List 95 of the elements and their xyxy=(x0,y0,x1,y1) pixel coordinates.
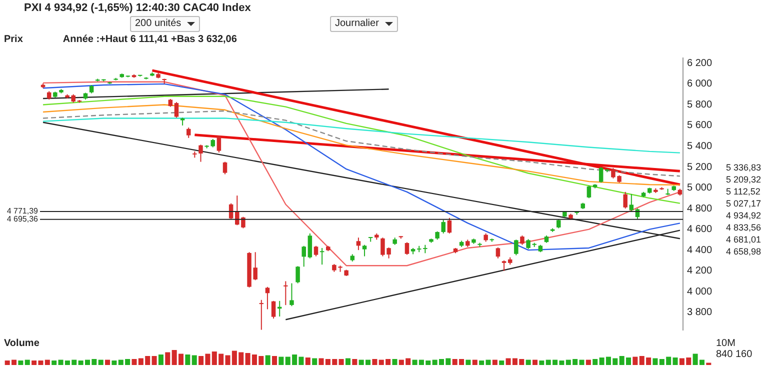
candlestick xyxy=(356,237,361,251)
candlestick xyxy=(441,219,446,234)
bar xyxy=(539,360,544,365)
bar xyxy=(112,360,117,365)
bar xyxy=(105,360,110,365)
bar xyxy=(466,360,471,365)
candlestick xyxy=(598,166,604,184)
y-tick-label: 5 800 xyxy=(686,99,712,110)
y-tick-label: 5 600 xyxy=(686,120,712,132)
bar xyxy=(652,358,658,365)
text: 840 160 xyxy=(716,349,752,360)
bar xyxy=(672,358,678,365)
y-tick-label: 5 200 xyxy=(686,162,712,173)
text: Prix xyxy=(4,34,23,45)
y-tick-label: 4 200 xyxy=(686,266,712,277)
candlestick xyxy=(198,144,203,162)
text: Année :+Haut 6 111,41 +Bas 3 632,06 xyxy=(62,34,237,45)
bar xyxy=(18,360,24,365)
bar xyxy=(526,360,531,365)
candlestick xyxy=(259,299,264,330)
bar xyxy=(24,360,30,365)
candlestick xyxy=(502,260,506,272)
y-tick-label: 5 400 xyxy=(686,140,712,152)
candlestick xyxy=(496,246,500,259)
bar xyxy=(472,360,478,365)
candlestick xyxy=(296,266,300,284)
bar xyxy=(98,360,104,365)
ref-line-label: 4 695,36 xyxy=(6,214,39,224)
bar xyxy=(44,360,50,365)
candlestick xyxy=(586,185,592,199)
bar xyxy=(352,359,358,365)
bar xyxy=(338,359,344,365)
bar xyxy=(152,356,157,365)
candlestick xyxy=(447,217,452,234)
candlestick xyxy=(265,286,270,310)
candlestick xyxy=(629,194,634,212)
y-tick-label: 4 000 xyxy=(686,286,712,298)
bar xyxy=(345,358,350,365)
bar xyxy=(305,358,310,365)
line-series xyxy=(42,110,681,177)
bar xyxy=(185,354,190,365)
text: 4 681,01 xyxy=(726,234,762,244)
bar xyxy=(272,356,278,365)
bar xyxy=(586,360,591,365)
candlestick xyxy=(216,135,222,153)
text: 200 unités xyxy=(130,16,200,32)
bar xyxy=(158,354,164,365)
candlestick xyxy=(362,244,367,257)
bar xyxy=(312,358,318,365)
bar xyxy=(52,360,57,365)
text: 10M xyxy=(716,338,736,349)
y-tick-label: 4 800 xyxy=(686,203,712,214)
text: 5 027,17 xyxy=(726,198,762,208)
candlestick xyxy=(404,242,410,256)
candlestick xyxy=(222,161,228,175)
candlestick xyxy=(520,235,524,246)
y-tick-label: 5 000 xyxy=(686,182,712,194)
y-tick-label: 6 000 xyxy=(686,78,712,90)
bar xyxy=(372,359,378,365)
y-tick-label: 4 600 xyxy=(686,224,712,236)
bar xyxy=(579,360,584,365)
bar xyxy=(278,356,284,365)
y-tick-label: 3 800 xyxy=(686,307,712,318)
bar xyxy=(499,360,504,365)
candlestick xyxy=(623,191,628,210)
candlestick xyxy=(271,300,276,320)
text: 5 336,83 xyxy=(726,162,762,172)
chart-title: Volume xyxy=(4,338,40,349)
y-tick-label: 4 400 xyxy=(686,244,712,256)
bar xyxy=(165,352,170,365)
bar xyxy=(392,359,398,365)
bar xyxy=(265,355,270,365)
text: 4 934,92 xyxy=(726,210,762,220)
candlestick xyxy=(186,127,191,138)
candlestick xyxy=(308,232,312,259)
candlestick xyxy=(290,282,294,307)
bar xyxy=(592,359,598,365)
y-tick-label: 6 200 xyxy=(686,58,712,69)
candlestick xyxy=(174,102,179,118)
bar xyxy=(192,355,197,365)
ref-line-label: 4 771,39 xyxy=(6,206,39,216)
text: Journalier xyxy=(330,16,398,32)
text: 4 833,56 xyxy=(726,222,762,232)
bar xyxy=(532,360,538,365)
text: 5 112,52 xyxy=(726,186,760,196)
bar xyxy=(632,356,638,365)
text: 5 209,32 xyxy=(726,174,762,184)
candlestick xyxy=(284,280,288,306)
bar xyxy=(492,360,498,365)
candlestick xyxy=(320,247,324,266)
chart-title: PXI 4 934,92 (-1,65%) 12:40:30 CAC40 Index xyxy=(24,2,251,14)
candlestick xyxy=(314,245,318,257)
text: 4 658,98 xyxy=(726,246,762,256)
candlestick xyxy=(514,239,518,256)
candlestick xyxy=(302,245,306,268)
